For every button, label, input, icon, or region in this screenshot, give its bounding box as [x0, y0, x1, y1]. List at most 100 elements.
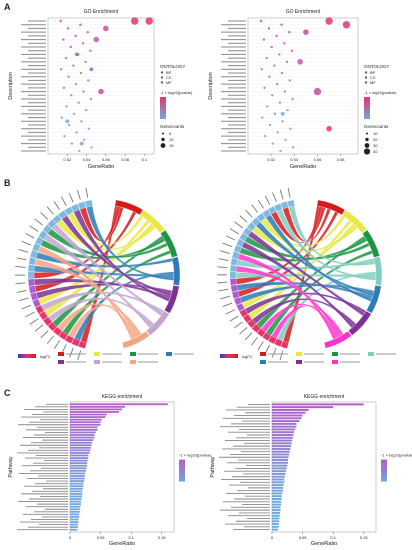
gene-label	[53, 340, 61, 350]
chord-diagram-1: logFC	[216, 187, 396, 364]
chart-title: KEGG enrichment	[304, 394, 345, 400]
x-tick-label: 0.08	[121, 157, 130, 162]
bar	[272, 442, 292, 445]
gene-label	[264, 195, 271, 205]
data-point	[291, 146, 295, 149]
gene-arc	[28, 285, 37, 294]
data-point	[275, 82, 279, 86]
legend-size-item: 40	[373, 149, 378, 154]
data-point	[90, 146, 93, 149]
gene-label	[217, 281, 228, 284]
gene-arc	[233, 244, 242, 254]
gene-label	[61, 196, 67, 206]
gene-arc	[70, 203, 80, 213]
gene-label	[239, 327, 248, 335]
bar	[272, 470, 287, 473]
data-point	[59, 19, 62, 23]
gene-label	[239, 215, 248, 223]
gene-label	[222, 242, 233, 248]
data-point	[273, 112, 277, 116]
data-point	[288, 79, 291, 82]
plot-area	[69, 401, 175, 533]
x-tick-label: 0.08	[337, 157, 346, 162]
data-point	[286, 108, 289, 112]
legend-color-title: -1 × log10(pvalue)	[364, 90, 397, 95]
x-tick-label: 0	[69, 535, 72, 540]
bar	[70, 513, 80, 516]
bar	[272, 411, 306, 414]
gene-arc	[77, 201, 87, 210]
gene-arc	[246, 221, 256, 231]
bar	[272, 464, 288, 467]
gene-label	[217, 266, 228, 269]
data-point	[78, 149, 81, 153]
legend-ontology-title: ONTOLOGY	[160, 64, 185, 69]
bar	[272, 498, 282, 500]
legend-ontology-item: BP	[370, 70, 376, 75]
data-point	[82, 138, 86, 142]
gene-arc	[38, 311, 48, 321]
legend-color-title: -1 × log10(pvalue)	[381, 453, 412, 458]
bar	[272, 489, 284, 492]
gene-arc	[35, 305, 45, 315]
data-point	[268, 123, 272, 127]
legend-marker	[160, 76, 164, 79]
bar	[70, 439, 94, 442]
x-axis-label: GeneRatio	[311, 541, 337, 547]
bar	[272, 514, 280, 517]
gene-arc	[247, 319, 257, 329]
bar	[70, 521, 79, 523]
gene-label	[85, 187, 89, 198]
bar	[272, 500, 282, 503]
chord-diagram-0: logFC	[14, 187, 194, 364]
x-tick-label: 0.06	[314, 157, 323, 162]
data-point	[62, 38, 65, 41]
data-point	[64, 56, 68, 60]
x-axis-label: GeneRatio	[88, 164, 114, 170]
data-point	[290, 49, 294, 52]
bar	[70, 475, 85, 477]
legend-size-marker	[365, 137, 369, 142]
bar	[70, 516, 80, 518]
data-point	[60, 116, 63, 119]
category-arc	[316, 199, 346, 216]
legend-ontology-title: ONTOLOGY	[364, 64, 389, 69]
data-point	[271, 142, 274, 145]
bar	[272, 403, 364, 406]
bar	[272, 431, 295, 434]
legend-logfc-title: logFC	[242, 354, 253, 359]
y-axis-label: Description	[8, 72, 14, 100]
legend-size-item: 15	[169, 143, 174, 148]
kegg-barchart-1: KEGG enrichment 0 0.05 0.1 0.15 GeneRatio Path…	[210, 394, 412, 547]
bar	[272, 417, 302, 420]
bar	[70, 449, 91, 452]
data-point	[65, 105, 68, 108]
gene-arc	[236, 238, 245, 248]
category-arc	[164, 285, 180, 314]
bar	[70, 492, 83, 495]
bar	[272, 445, 291, 448]
gene-label	[257, 199, 264, 209]
bar	[70, 526, 78, 529]
category-arc	[171, 256, 181, 286]
legend-category-swatch	[166, 352, 172, 356]
bar	[272, 408, 309, 411]
gene-arc	[229, 278, 237, 286]
gene-label	[225, 235, 236, 241]
data-point	[86, 30, 89, 34]
bar	[70, 498, 82, 500]
data-point	[79, 71, 83, 75]
data-point	[66, 27, 70, 30]
gene-label	[40, 212, 49, 220]
category-arc	[146, 310, 170, 336]
bar	[70, 472, 86, 475]
bar	[70, 477, 85, 480]
category-arc	[160, 229, 178, 258]
bar	[272, 523, 279, 526]
data-point	[297, 59, 303, 65]
data-point	[291, 97, 294, 101]
data-point	[67, 75, 70, 78]
bar	[70, 431, 96, 434]
legend-size-item: 5	[169, 131, 172, 136]
